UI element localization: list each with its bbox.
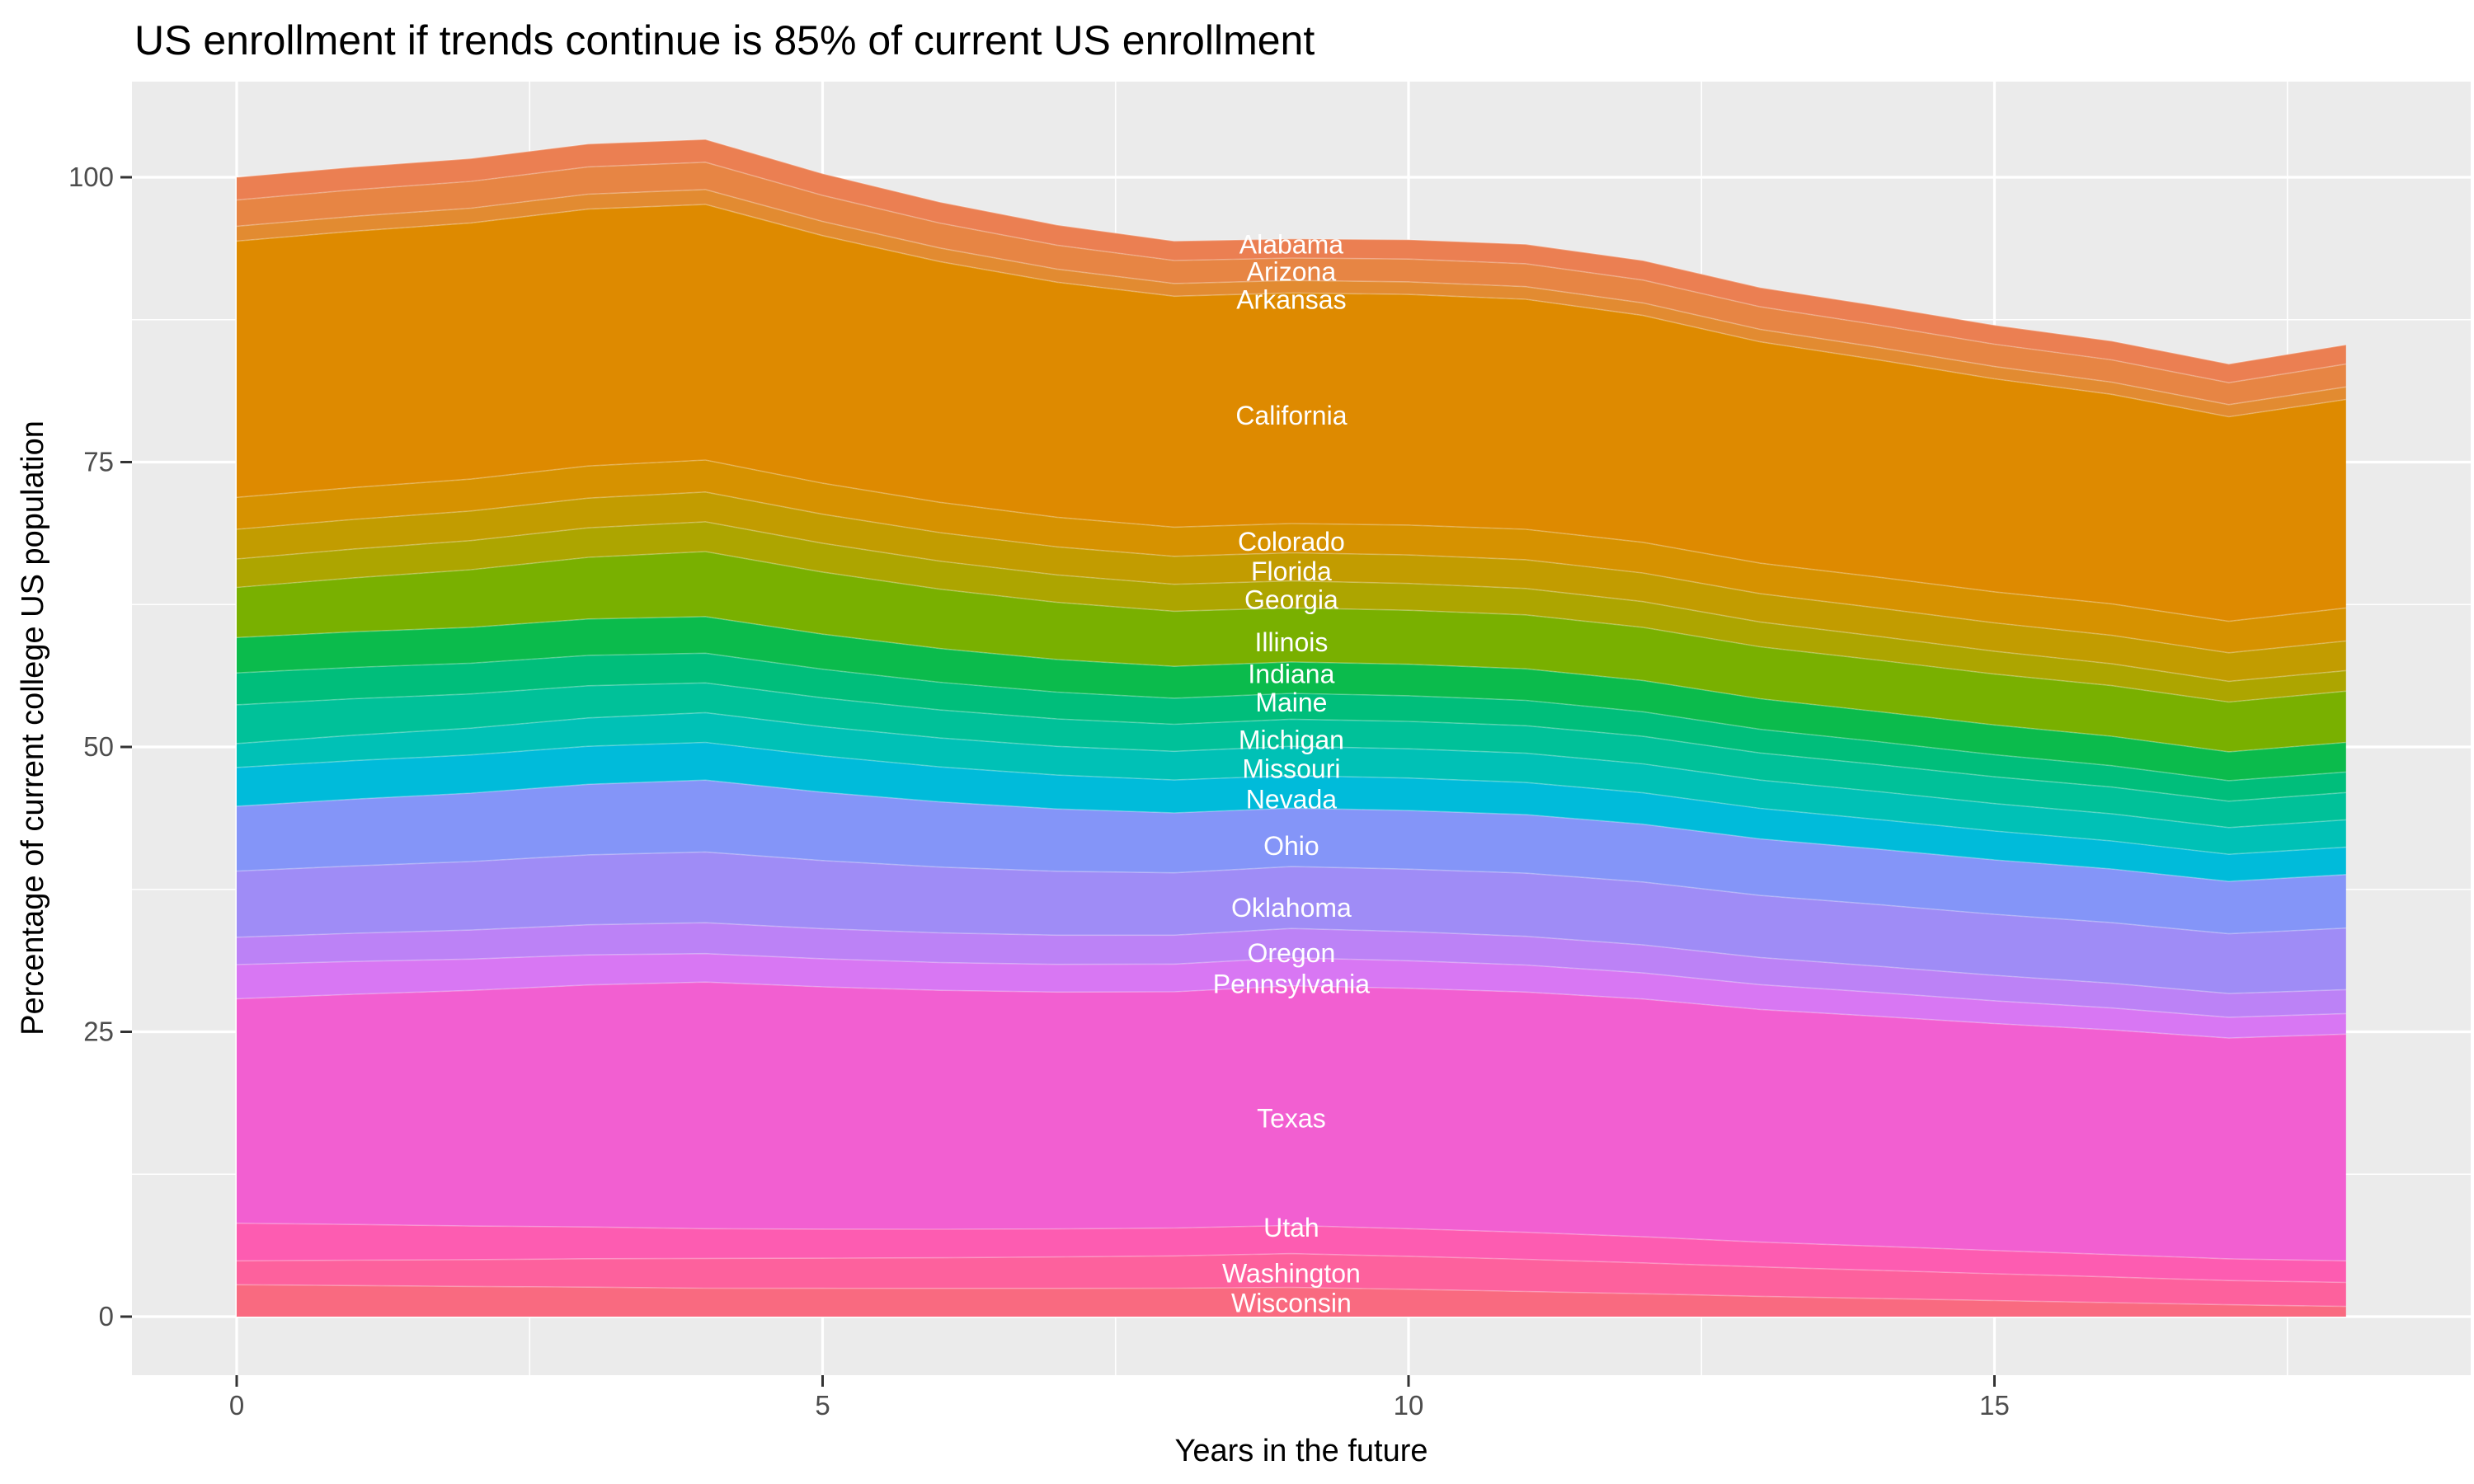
x-tick-label: 0 bbox=[229, 1390, 244, 1421]
state-label-illinois: Illinois bbox=[1254, 627, 1328, 657]
state-label-california: California bbox=[1235, 401, 1347, 430]
band-top-edge-michigan bbox=[236, 682, 2346, 802]
area-band-florida bbox=[237, 491, 2346, 682]
state-label-michigan: Michigan bbox=[1239, 726, 1344, 755]
band-top-edge-alabama bbox=[236, 139, 2346, 365]
state-label-georgia: Georgia bbox=[1244, 585, 1338, 615]
band-top-edge-maine bbox=[236, 652, 2346, 782]
area-band-pennsylvania bbox=[237, 953, 2346, 1039]
area-band-arizona bbox=[237, 162, 2346, 405]
band-top-edge-missouri bbox=[236, 711, 2346, 829]
area-band-wisconsin bbox=[237, 1284, 2346, 1317]
band-top-edge-colorado bbox=[236, 459, 2346, 622]
area-band-arkansas bbox=[237, 189, 2346, 417]
band-top-edge-ohio bbox=[236, 779, 2346, 882]
band-top-edge-nevada bbox=[236, 741, 2346, 856]
band-top-edge-pennsylvania bbox=[236, 952, 2346, 1018]
state-label-wisconsin: Wisconsin bbox=[1231, 1288, 1352, 1317]
plot-title: US enrollment if trends continue is 85% … bbox=[134, 17, 1315, 63]
area-band-utah bbox=[237, 1223, 2346, 1283]
state-label-oregon: Oregon bbox=[1248, 938, 1336, 968]
x-axis-title: Years in the future bbox=[1174, 1434, 1427, 1468]
x-tick-label: 10 bbox=[1394, 1390, 1424, 1421]
band-boundary-lines bbox=[236, 139, 2346, 1308]
area-band-illinois bbox=[237, 552, 2346, 752]
band-top-edge-texas bbox=[236, 981, 2346, 1039]
band-top-edge-illinois bbox=[236, 551, 2346, 703]
band-top-edge-georgia bbox=[236, 521, 2346, 683]
area-band-california bbox=[237, 204, 2346, 622]
band-top-edge-california bbox=[236, 204, 2346, 418]
band-top-edge-washington bbox=[236, 1252, 2346, 1284]
y-tick-label: 100 bbox=[68, 162, 114, 192]
area-band-nevada bbox=[237, 742, 2346, 882]
band-top-edge-florida bbox=[236, 491, 2346, 654]
area-band-texas bbox=[237, 982, 2346, 1261]
state-label-florida: Florida bbox=[1251, 556, 1332, 586]
area-band-georgia bbox=[237, 521, 2346, 702]
band-top-edge-oklahoma bbox=[236, 851, 2346, 935]
state-label-maine: Maine bbox=[1255, 688, 1327, 717]
y-tick-label: 50 bbox=[83, 731, 114, 762]
band-top-edge-utah bbox=[236, 1222, 2346, 1262]
area-band-missouri bbox=[237, 712, 2346, 855]
band-top-edge-oregon bbox=[236, 922, 2346, 994]
state-label-arizona: Arizona bbox=[1247, 257, 1337, 287]
state-label-utah: Utah bbox=[1263, 1213, 1319, 1242]
x-tick-label: 5 bbox=[815, 1390, 830, 1421]
state-label-arkansas: Arkansas bbox=[1236, 285, 1346, 315]
band-top-edge-arkansas bbox=[236, 189, 2346, 406]
area-band-oklahoma bbox=[237, 852, 2346, 994]
y-tick-label: 25 bbox=[83, 1017, 114, 1047]
band-top-edge-arizona bbox=[236, 161, 2346, 384]
area-band-alabama bbox=[237, 139, 2346, 383]
axis-tick-labels: 0 5 10 15 0 25 50 75 100 bbox=[68, 162, 2010, 1421]
area-band-washington bbox=[237, 1253, 2346, 1307]
area-band-ohio bbox=[237, 780, 2346, 934]
area-band-oregon bbox=[237, 923, 2346, 1017]
area-band-colorado bbox=[237, 460, 2346, 653]
x-tick-label: 15 bbox=[1979, 1390, 2010, 1421]
state-label-pennsylvania: Pennsylvania bbox=[1213, 969, 1371, 998]
area-band-indiana bbox=[237, 616, 2346, 781]
area-band-maine bbox=[237, 653, 2346, 801]
y-tick-label: 75 bbox=[83, 447, 114, 477]
state-label-oklahoma: Oklahoma bbox=[1231, 893, 1352, 923]
state-label-washington: Washington bbox=[1222, 1258, 1361, 1288]
band-top-edge-wisconsin bbox=[236, 1284, 2346, 1308]
stacked-area-bands bbox=[237, 139, 2346, 1317]
state-label-nevada: Nevada bbox=[1246, 785, 1338, 815]
band-top-edge-indiana bbox=[236, 616, 2346, 753]
state-label-alabama: Alabama bbox=[1239, 230, 1344, 260]
state-label-colorado: Colorado bbox=[1238, 527, 1345, 556]
state-label-ohio: Ohio bbox=[1263, 831, 1319, 861]
state-label-indiana: Indiana bbox=[1248, 660, 1334, 689]
state-label-texas: Texas bbox=[1257, 1104, 1326, 1134]
area-band-michigan bbox=[237, 683, 2346, 828]
y-axis-title: Percentage of current college US populat… bbox=[16, 420, 50, 1036]
y-tick-label: 0 bbox=[99, 1301, 114, 1331]
axis-tick-marks bbox=[120, 176, 1996, 1387]
state-label-missouri: Missouri bbox=[1242, 754, 1340, 783]
